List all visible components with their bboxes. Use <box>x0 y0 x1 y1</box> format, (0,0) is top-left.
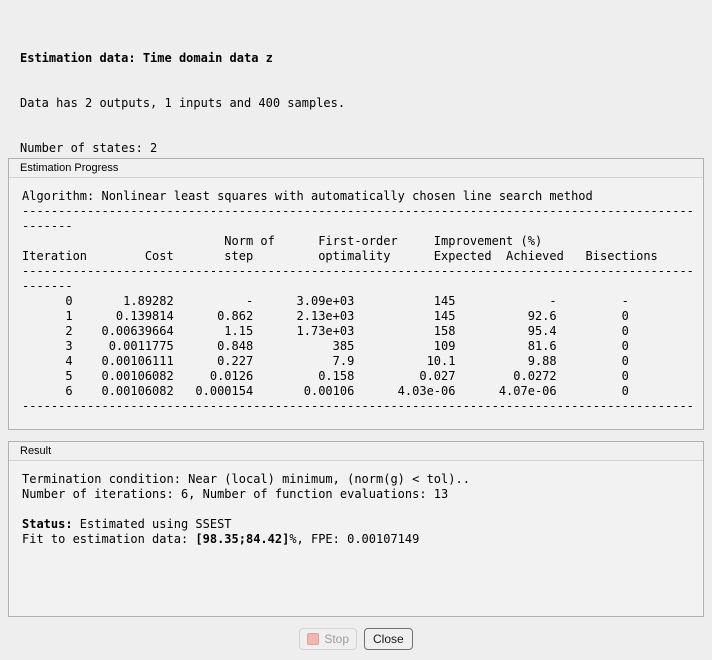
blank-line <box>22 502 703 517</box>
estimation-data-title: Estimation data: Time domain data z <box>20 51 273 65</box>
close-button[interactable]: Close <box>364 628 413 650</box>
status-label: Status: <box>22 517 73 531</box>
estimation-summary: Estimation data: Time domain data z Data… <box>20 21 345 171</box>
stop-icon <box>307 633 320 645</box>
number-of-states: Number of states: 2 <box>20 141 158 155</box>
fit-suffix: %, FPE: 0.00107149 <box>289 532 420 546</box>
result-panel: Result Termination condition: Near (loca… <box>8 441 704 617</box>
stop-button-label: Stop <box>324 632 349 646</box>
progress-log: Algorithm: Nonlinear least squares with … <box>22 189 694 413</box>
estimation-data-description: Data has 2 outputs, 1 inputs and 400 sam… <box>20 96 346 110</box>
result-panel-title: Result <box>9 442 703 461</box>
fit-prefix: Fit to estimation data: <box>22 532 196 546</box>
iteration-count-line: Number of iterations: 6, Number of funct… <box>22 487 449 501</box>
termination-condition: Termination condition: Near (local) mini… <box>22 472 470 486</box>
status-line: Status: Estimated using SSEST <box>22 517 703 532</box>
estimation-progress-body: Algorithm: Nonlinear least squares with … <box>9 178 703 414</box>
dialog-button-row: Stop Close <box>0 628 712 650</box>
fit-line: Fit to estimation data: [98.35;84.42]%, … <box>22 532 703 547</box>
estimation-progress-panel-title: Estimation Progress <box>9 159 703 178</box>
result-body: Termination condition: Near (local) mini… <box>9 461 703 547</box>
stop-button[interactable]: Stop <box>299 628 357 650</box>
estimation-progress-panel: Estimation Progress Algorithm: Nonlinear… <box>8 158 704 430</box>
status-text: Estimated using SSEST <box>72 517 232 531</box>
fit-values: [98.35;84.42] <box>195 532 290 546</box>
close-button-label: Close <box>373 632 404 646</box>
